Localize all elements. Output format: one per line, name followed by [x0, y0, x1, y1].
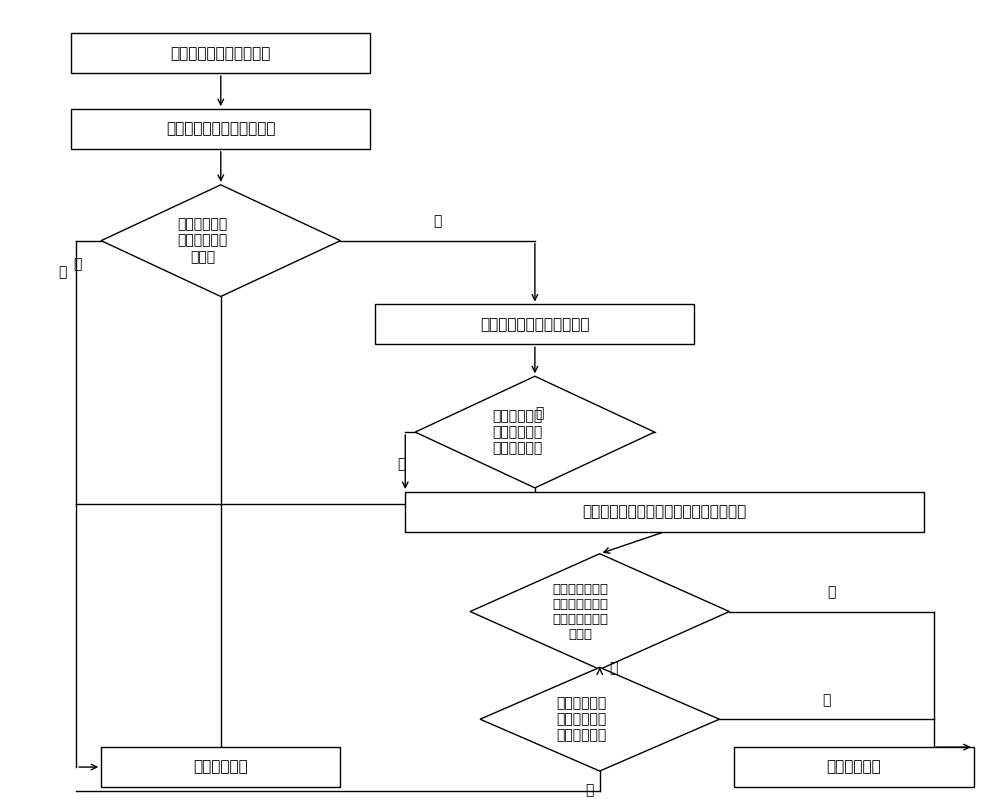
- Text: 第二监测点信
号明显大于第
一监测点信号: 第二监测点信 号明显大于第 一监测点信号: [492, 409, 542, 456]
- Text: 采集第三监测点、第四监测点声发射信号: 采集第三监测点、第四监测点声发射信号: [582, 504, 747, 520]
- Text: 是: 是: [610, 662, 618, 675]
- Polygon shape: [470, 553, 729, 670]
- Text: 阀门没有内漏: 阀门没有内漏: [827, 759, 881, 775]
- Text: 是: 是: [58, 265, 66, 280]
- Text: 否: 否: [433, 215, 442, 229]
- Text: 否: 否: [586, 783, 594, 797]
- Text: 采集第二监测点声发射信号: 采集第二监测点声发射信号: [480, 317, 590, 332]
- Polygon shape: [480, 667, 719, 771]
- Text: 阀门存在内漏: 阀门存在内漏: [193, 759, 248, 775]
- Text: 采集检测背景声发射信号: 采集检测背景声发射信号: [171, 46, 271, 61]
- Text: 否: 否: [536, 406, 544, 420]
- Text: 是: 是: [73, 257, 81, 272]
- FancyBboxPatch shape: [375, 305, 694, 344]
- Text: 是: 是: [397, 457, 405, 471]
- Text: 第一监测点信
号明显大于背
景信号: 第一监测点信 号明显大于背 景信号: [178, 217, 228, 264]
- Text: 是: 是: [822, 693, 831, 707]
- FancyBboxPatch shape: [71, 34, 370, 73]
- FancyBboxPatch shape: [405, 492, 924, 532]
- Text: 采集第一监测点声发射信号: 采集第一监测点声发射信号: [166, 121, 276, 136]
- Polygon shape: [101, 184, 340, 297]
- FancyBboxPatch shape: [734, 747, 974, 787]
- Text: 否: 否: [827, 585, 836, 600]
- Text: 第一监测点信号
明显大于第二监
测点、第三检测
点信号: 第一监测点信号 明显大于第二监 测点、第三检测 点信号: [552, 582, 608, 641]
- FancyBboxPatch shape: [71, 109, 370, 149]
- Text: 第四监测点信
号明显大于第
一监测点信号: 第四监测点信 号明显大于第 一监测点信号: [557, 696, 607, 743]
- FancyBboxPatch shape: [101, 747, 340, 787]
- Polygon shape: [415, 376, 655, 488]
